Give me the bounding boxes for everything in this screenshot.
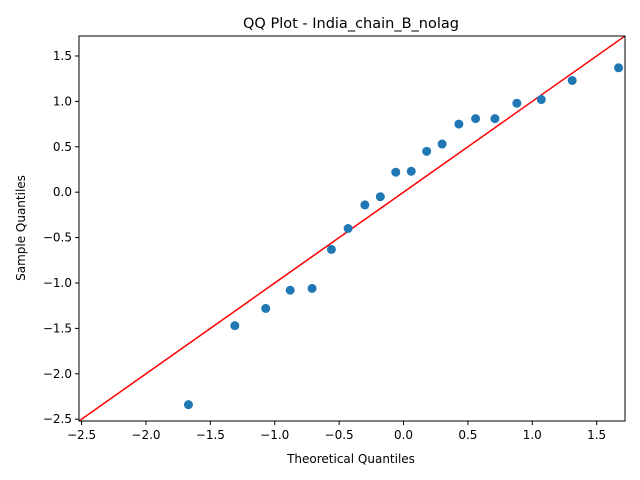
x-tick-label: −2.5 (67, 428, 96, 442)
plot-area: −2.5 −2.0 −1.5 −1.0 −0.5 0.0 0.5 1.0 1.5 −2.5 −2.0… (43, 35, 626, 442)
data-point (437, 139, 447, 149)
data-point (326, 244, 336, 254)
data-point (406, 166, 416, 176)
chart-title: QQ Plot - India_chain_B_nolag (243, 16, 459, 32)
data-point (567, 75, 577, 85)
data-point (471, 114, 481, 124)
y-axis-label: Sample Quantiles (14, 175, 28, 281)
data-point (490, 114, 500, 124)
axes-frame (78, 35, 626, 422)
x-tick-label: −1.5 (196, 428, 225, 442)
data-point (614, 63, 624, 73)
data-point (261, 303, 271, 313)
data-point (391, 167, 401, 177)
data-point (285, 285, 295, 295)
x-tick-label: 1.0 (523, 428, 542, 442)
data-point (183, 400, 193, 410)
x-axis-label: Theoretical Quantiles (286, 452, 415, 466)
data-point (307, 283, 317, 293)
y-tick-label: 1.0 (53, 94, 72, 108)
data-point (454, 119, 464, 129)
x-tick-label: −0.5 (325, 428, 354, 442)
y-tick-label: −1.5 (43, 321, 72, 335)
data-point (343, 224, 353, 233)
data-point (536, 95, 546, 105)
x-tick-label: −2.0 (131, 428, 160, 442)
y-tick-label: 0.0 (53, 185, 72, 199)
x-tick-label: −1.0 (260, 428, 289, 442)
y-tick-label: 1.5 (53, 49, 72, 63)
data-point (360, 200, 370, 210)
x-tick-label: 0.0 (394, 428, 413, 442)
data-point (230, 321, 240, 331)
x-tick-label: 1.5 (587, 428, 606, 442)
data-point (512, 98, 522, 108)
y-tick-label: 0.5 (53, 140, 72, 154)
y-tick-label: −2.5 (43, 412, 72, 426)
data-point (422, 146, 432, 156)
y-tick-label: −1.0 (43, 276, 72, 290)
data-point (375, 192, 385, 202)
y-tick-label: −2.0 (43, 367, 72, 381)
x-tick-label: 0.5 (458, 428, 477, 442)
y-tick-label: −0.5 (43, 231, 72, 245)
